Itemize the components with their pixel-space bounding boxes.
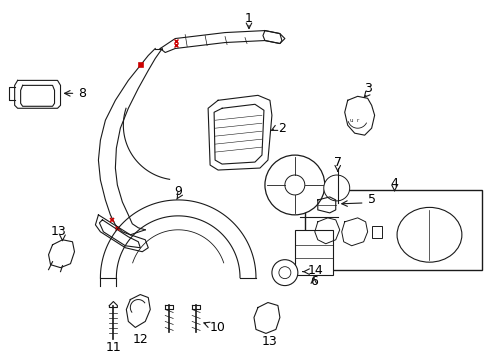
Text: 8: 8 <box>78 87 86 100</box>
Circle shape <box>271 260 297 285</box>
Circle shape <box>285 175 304 195</box>
Circle shape <box>323 175 349 201</box>
Text: 13: 13 <box>51 225 66 238</box>
Text: 9: 9 <box>174 185 182 198</box>
Text: 1: 1 <box>244 12 252 25</box>
Text: 12: 12 <box>132 333 148 346</box>
Circle shape <box>264 155 324 215</box>
Text: 10: 10 <box>210 321 225 334</box>
Text: 3: 3 <box>363 82 371 95</box>
Text: 11: 11 <box>105 341 121 354</box>
Text: 2: 2 <box>277 122 285 135</box>
Bar <box>304 190 481 270</box>
Text: 14: 14 <box>307 264 323 277</box>
Text: 4: 4 <box>390 177 398 190</box>
Circle shape <box>278 267 290 279</box>
Bar <box>371 226 381 238</box>
Bar <box>294 230 332 275</box>
Text: 5: 5 <box>367 193 375 206</box>
Text: 13: 13 <box>262 335 277 348</box>
Text: u  r: u r <box>349 118 359 123</box>
Text: 6: 6 <box>309 275 317 288</box>
Ellipse shape <box>396 207 461 262</box>
Text: 7: 7 <box>333 156 341 168</box>
